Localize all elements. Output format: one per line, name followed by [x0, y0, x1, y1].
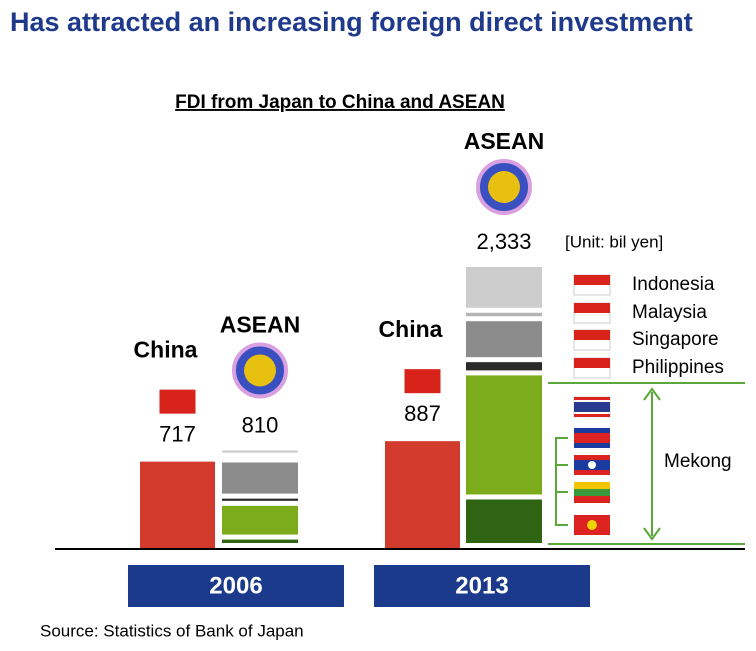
bar-segment	[222, 450, 298, 453]
source-note: Source: Statistics of Bank of Japan	[40, 621, 304, 640]
bar	[385, 441, 460, 548]
bar-segment	[466, 312, 542, 317]
bar-segment	[222, 505, 298, 535]
group-label: ASEAN	[220, 312, 301, 338]
chart-subtitle: FDI from Japan to China and ASEAN	[175, 92, 505, 113]
legend-flag-band	[574, 330, 610, 340]
bar-segment	[466, 375, 542, 495]
asean-emblem-inner	[244, 354, 276, 387]
legend-flag-band	[574, 303, 610, 313]
mekong-label: Mekong	[664, 451, 732, 472]
category-band	[374, 565, 590, 607]
unit-label: [Unit: bil yen]	[565, 232, 663, 251]
mekong-bracket	[555, 437, 568, 526]
bar-segment	[466, 321, 542, 358]
legend-label: Indonesia	[632, 274, 715, 295]
category-band	[128, 565, 344, 607]
bar-segment	[466, 499, 542, 543]
legend-flag-band	[574, 358, 610, 368]
flag	[404, 369, 441, 394]
flag	[159, 389, 196, 414]
category-label: 2006	[209, 572, 262, 599]
bar	[140, 461, 215, 548]
mekong-flags	[573, 396, 611, 535]
value-label: 717	[159, 421, 196, 446]
category-label: 2013	[455, 572, 508, 599]
legend-flag-band	[574, 275, 610, 285]
bar-segment	[466, 362, 542, 371]
group-label: China	[379, 316, 443, 342]
asean-emblem-inner	[488, 171, 520, 203]
total-label: 2,333	[476, 229, 531, 254]
bar-segment	[466, 267, 542, 308]
bar-segment	[222, 539, 298, 543]
bar-segment	[222, 498, 298, 501]
legend-label: Philippines	[632, 357, 724, 378]
chart-title: Has attracted an increasing foreign dire…	[10, 7, 693, 37]
arrow-heads	[643, 387, 661, 541]
value-label: 887	[404, 401, 441, 426]
legend-label: Malaysia	[632, 302, 707, 323]
group-label: ASEAN	[464, 128, 545, 154]
legend-label: Singapore	[632, 329, 719, 350]
total-label: 810	[242, 412, 279, 437]
bar-segment	[222, 462, 298, 494]
group-label: China	[134, 337, 198, 363]
